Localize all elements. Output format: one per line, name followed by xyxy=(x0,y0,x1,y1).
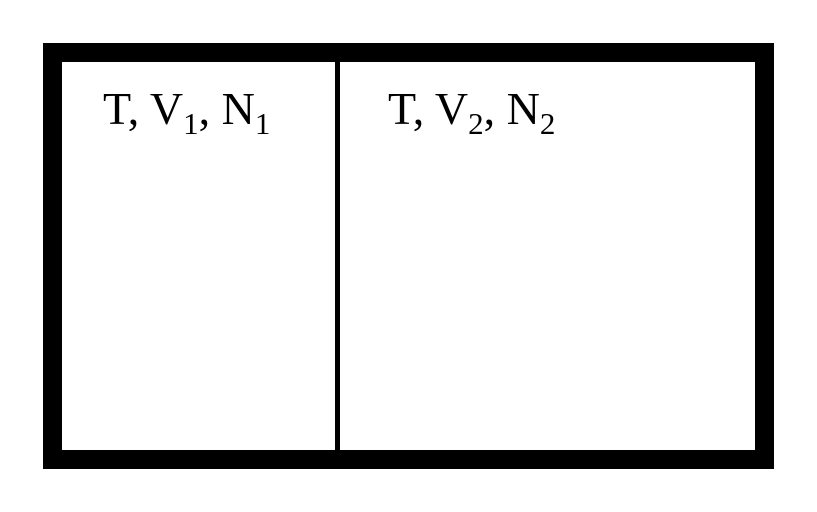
particle-number-subscript: 2 xyxy=(539,106,556,141)
temperature-symbol: T xyxy=(388,83,413,134)
volume-subscript: 2 xyxy=(468,106,484,141)
particle-number-symbol: N xyxy=(221,83,255,134)
particle-number-subscript: 1 xyxy=(254,106,271,141)
right-chamber-label: T, V2, N2 xyxy=(388,83,556,141)
partition-wall xyxy=(335,62,340,450)
container-wall xyxy=(43,43,774,469)
left-chamber-label: T, V1, N1 xyxy=(103,83,271,141)
volume-symbol: V xyxy=(149,83,184,134)
volume-subscript: 1 xyxy=(183,106,199,141)
volume-symbol: V xyxy=(434,83,469,134)
temperature-symbol: T xyxy=(103,83,128,134)
particle-number-symbol: N xyxy=(506,83,540,134)
